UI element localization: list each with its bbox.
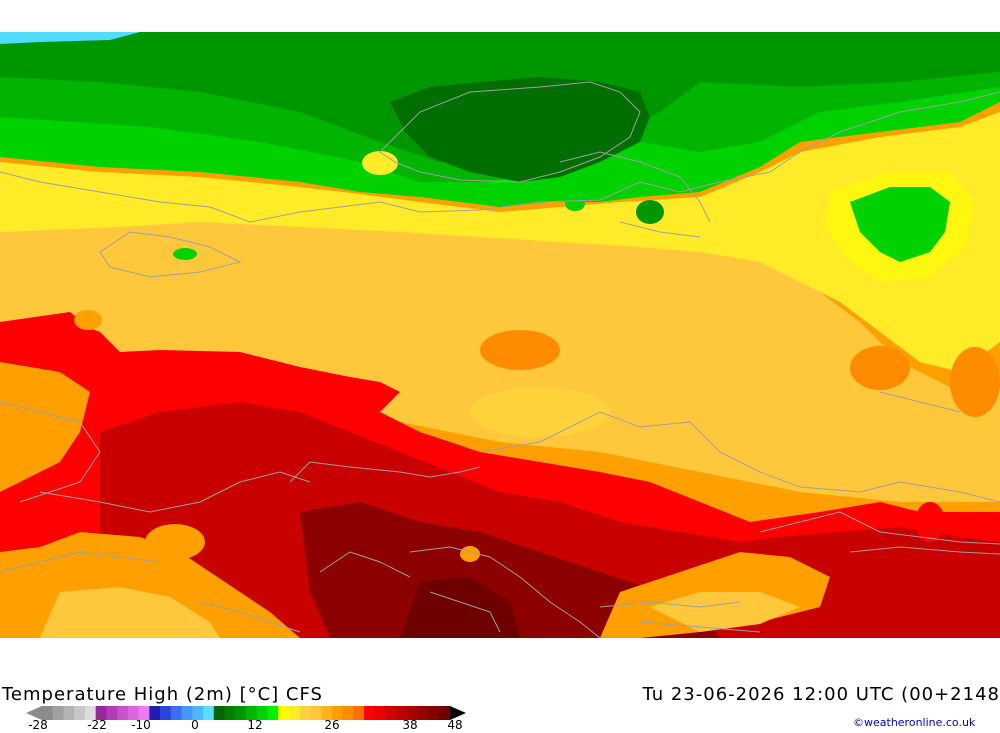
legend-swatch bbox=[439, 706, 451, 720]
legend-swatch bbox=[224, 706, 236, 720]
east-green-core bbox=[850, 187, 950, 262]
legend-tick-label: -28 bbox=[28, 718, 48, 732]
legend-swatch bbox=[160, 706, 172, 720]
legend-swatch bbox=[299, 706, 311, 720]
legend-tick-label: 38 bbox=[402, 718, 418, 732]
cyan-corner bbox=[0, 32, 140, 44]
credit-link[interactable]: ©weatheronline.co.uk bbox=[853, 716, 976, 729]
coastlines bbox=[0, 81, 1000, 638]
orange-west bbox=[0, 362, 90, 492]
legend-swatch bbox=[407, 706, 419, 720]
map-title: Temperature High (2m) [°C] CFS bbox=[2, 684, 323, 705]
green-spot-4 bbox=[173, 248, 197, 260]
legend-swatch bbox=[428, 706, 440, 720]
legend-arrow-left bbox=[26, 706, 42, 720]
legend-swatch bbox=[84, 706, 97, 720]
green-spot-2 bbox=[565, 197, 585, 211]
legend-swatch bbox=[170, 706, 183, 720]
color-legend bbox=[26, 706, 466, 720]
orange-patch-1 bbox=[480, 330, 560, 370]
legend-swatch bbox=[256, 706, 268, 720]
legend-swatch bbox=[213, 706, 226, 720]
legend-swatch bbox=[396, 706, 408, 720]
legend-swatch bbox=[138, 706, 150, 720]
legend-swatch bbox=[52, 706, 64, 720]
valid-time: Tu 23-06-2026 12:00 UTC (00+2148 bbox=[642, 684, 1000, 705]
southeast-light bbox=[650, 592, 800, 632]
legend-swatch bbox=[149, 706, 161, 720]
legend-swatch bbox=[235, 706, 247, 720]
legend-swatch bbox=[385, 706, 397, 720]
green-spot-5 bbox=[362, 151, 398, 175]
red-spot-sw bbox=[145, 524, 205, 560]
legend-tick-label: 48 bbox=[447, 718, 463, 732]
legend-swatch bbox=[95, 706, 107, 720]
legend-swatch bbox=[246, 706, 258, 720]
red-west-patch bbox=[0, 312, 95, 362]
legend-tick-label: 0 bbox=[191, 718, 199, 732]
legend-swatch bbox=[267, 706, 279, 720]
legend-tick-label: -10 bbox=[131, 718, 151, 732]
legend-tick-label: -22 bbox=[87, 718, 107, 732]
legend-swatch bbox=[353, 706, 365, 720]
legend-swatch bbox=[42, 706, 54, 720]
southwest-light-orange bbox=[40, 587, 220, 638]
legend-swatch bbox=[342, 706, 354, 720]
legend-swatch bbox=[278, 706, 290, 720]
legend-swatch bbox=[288, 706, 301, 720]
legend-swatch bbox=[106, 706, 118, 720]
legend-tick-label: 26 bbox=[324, 718, 340, 732]
legend-swatch bbox=[74, 706, 86, 720]
yellow-patch-1 bbox=[470, 387, 610, 437]
legend-swatch bbox=[331, 706, 344, 720]
legend-swatch bbox=[417, 706, 430, 720]
temperature-map bbox=[0, 32, 1000, 638]
legend-tick-label: 12 bbox=[247, 718, 263, 732]
orange-spot-2 bbox=[74, 310, 102, 330]
legend-swatch bbox=[63, 706, 75, 720]
legend-arrow-right bbox=[450, 706, 466, 720]
legend-swatch bbox=[203, 706, 215, 720]
legend-swatch bbox=[127, 706, 140, 720]
legend-swatch bbox=[374, 706, 387, 720]
legend-swatch bbox=[321, 706, 333, 720]
green-spot-1 bbox=[636, 200, 664, 224]
orange-spot-1 bbox=[460, 546, 480, 562]
green-spot-3 bbox=[645, 171, 665, 183]
orange-patch-2 bbox=[850, 346, 910, 390]
legend-swatch bbox=[310, 706, 322, 720]
orange-patch-3 bbox=[950, 347, 1000, 417]
legend-swatch bbox=[364, 706, 376, 720]
legend-swatch bbox=[181, 706, 193, 720]
legend-swatch bbox=[192, 706, 204, 720]
red-right-1 bbox=[915, 502, 945, 542]
legend-swatch bbox=[117, 706, 129, 720]
